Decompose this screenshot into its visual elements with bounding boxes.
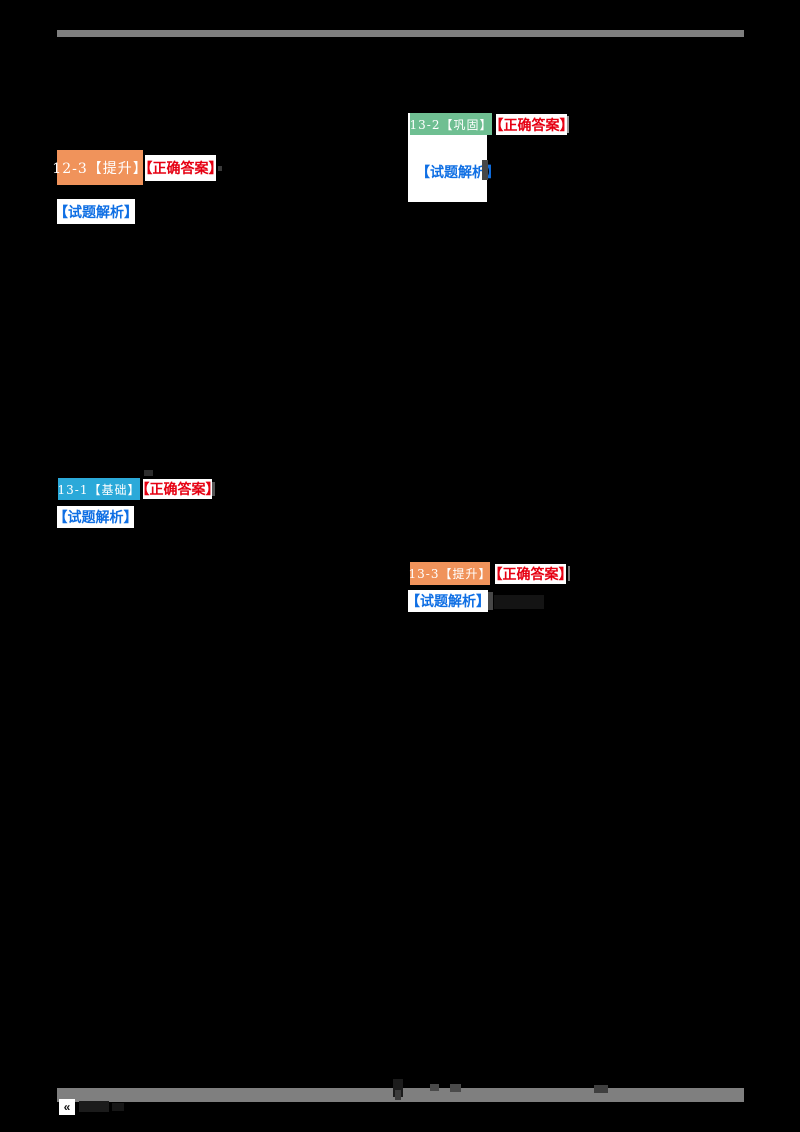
faint-artifact [79, 1101, 109, 1112]
faint-artifact [494, 595, 544, 609]
faint-artifact [144, 470, 153, 476]
faint-artifact [450, 1084, 461, 1092]
faint-artifact [212, 482, 215, 496]
faint-artifact [568, 566, 570, 581]
top-divider [57, 30, 744, 37]
correct-answer-label-12-3: 【正确答案】 [139, 155, 223, 181]
analysis-label-12-3: 【试题解析】 [54, 199, 138, 224]
difficulty-badge-13-2: 13-2【巩固】 [410, 113, 492, 135]
faint-artifact [218, 166, 222, 171]
back-button[interactable]: « [59, 1099, 75, 1115]
faint-artifact [430, 1084, 439, 1091]
difficulty-badge-12-3: 12-3【提升】 [52, 150, 147, 185]
faint-artifact [395, 1090, 401, 1100]
correct-answer-label-13-2: 【正确答案】 [490, 114, 574, 135]
analysis-label-13-3: 【试题解析】 [406, 590, 490, 612]
difficulty-badge-13-1: 13-1【基础】 [58, 478, 140, 500]
text-cursor-artifact [482, 160, 488, 180]
difficulty-badge-13-3: 13-3【提升】 [409, 562, 490, 585]
text-cursor-artifact [488, 592, 493, 610]
faint-artifact [594, 1085, 608, 1093]
faint-artifact [112, 1103, 124, 1111]
back-chevrons-icon: « [63, 1100, 71, 1114]
faint-artifact [567, 116, 569, 133]
correct-answer-label-13-1: 【正确答案】 [135, 479, 220, 499]
analysis-label-13-1: 【试题解析】 [54, 506, 138, 528]
faint-artifact [393, 1079, 403, 1097]
correct-answer-label-13-3: 【正确答案】 [488, 564, 573, 584]
analysis-label-13-2: 【试题解析】 [416, 164, 500, 180]
